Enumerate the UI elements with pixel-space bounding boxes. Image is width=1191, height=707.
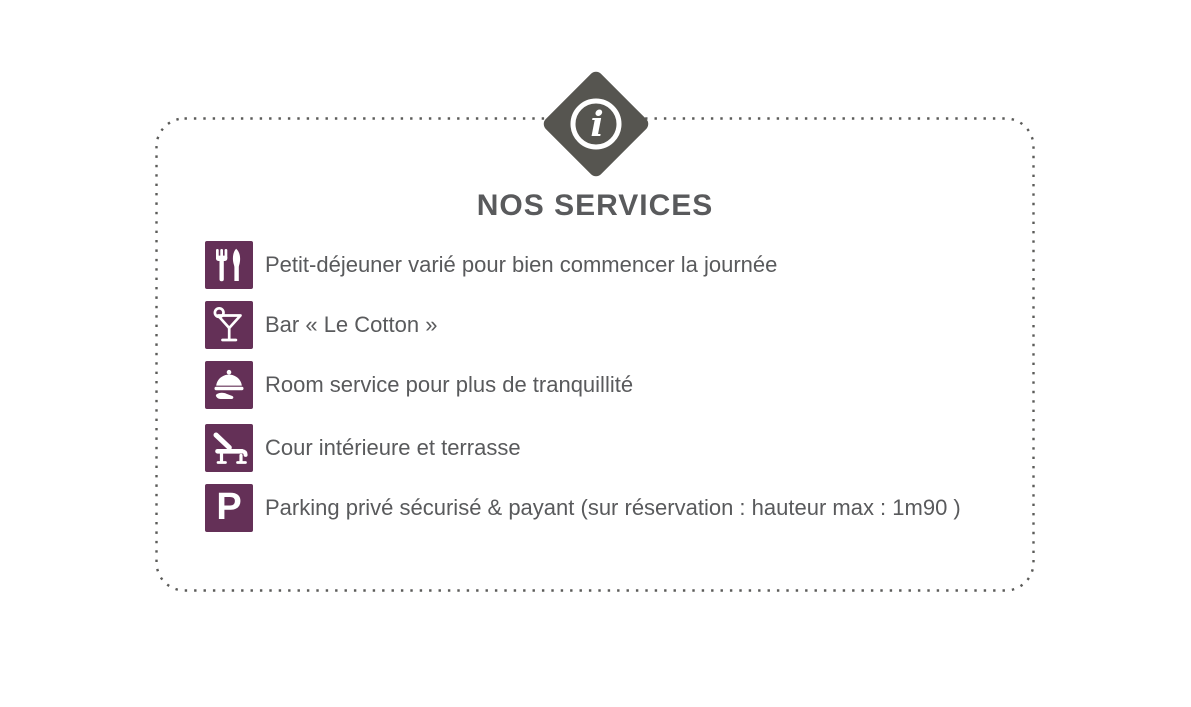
- parking-icon: P: [205, 484, 253, 532]
- service-label: Petit-déjeuner varié pour bien commencer…: [265, 252, 778, 277]
- info-diamond: i: [540, 68, 652, 180]
- service-row-terrace: Cour intérieure et terrasse: [205, 424, 961, 472]
- lounger-icon: [205, 424, 253, 472]
- service-label: Cour intérieure et terrasse: [265, 435, 521, 460]
- service-label: Room service pour plus de tranquillité: [265, 372, 634, 397]
- parking-letter: P: [216, 486, 242, 528]
- svg-text:i: i: [590, 104, 603, 145]
- info-icon: i: [557, 85, 635, 163]
- dotted-border: [155, 117, 1035, 592]
- service-label: Bar « Le Cotton »: [265, 312, 438, 337]
- cocktail-icon: [205, 301, 253, 349]
- service-row-room-service: Room service pour plus de tranquillité: [205, 361, 961, 409]
- service-label: Parking privé sécurisé & payant (sur rés…: [265, 495, 961, 520]
- service-row-breakfast: Petit-déjeuner varié pour bien commencer…: [205, 241, 961, 289]
- services-panel: NOS SERVICES Petit-déj: [155, 117, 1035, 592]
- cloche-icon: [205, 361, 253, 409]
- fork-knife-icon: [205, 241, 253, 289]
- services-list: Petit-déjeuner varié pour bien commencer…: [205, 241, 961, 532]
- service-row-parking: P Parking privé sécurisé & payant (sur r…: [205, 484, 961, 532]
- service-row-bar: Bar « Le Cotton »: [205, 301, 961, 349]
- section-title: NOS SERVICES: [476, 189, 714, 222]
